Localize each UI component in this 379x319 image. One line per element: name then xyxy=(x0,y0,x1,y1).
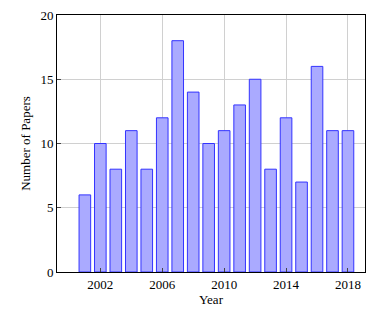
svg-text:10: 10 xyxy=(40,136,53,151)
svg-text:15: 15 xyxy=(40,72,53,87)
svg-text:5: 5 xyxy=(47,200,54,215)
svg-text:Year: Year xyxy=(199,292,224,307)
svg-text:2002: 2002 xyxy=(87,277,113,292)
svg-text:2014: 2014 xyxy=(273,277,300,292)
svg-text:2006: 2006 xyxy=(149,277,176,292)
svg-text:2018: 2018 xyxy=(335,277,361,292)
svg-text:2010: 2010 xyxy=(211,277,237,292)
svg-text:0: 0 xyxy=(47,265,54,280)
svg-text:Number of Papers: Number of Papers xyxy=(18,96,33,191)
svg-text:20: 20 xyxy=(40,8,53,23)
